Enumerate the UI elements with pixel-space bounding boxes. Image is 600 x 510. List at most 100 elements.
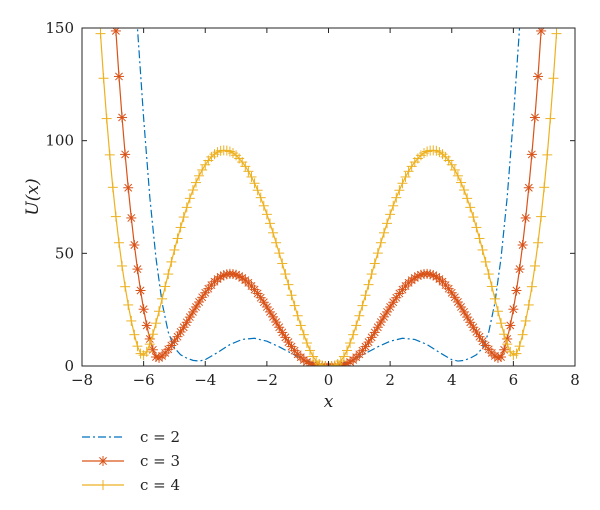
data-point <box>191 177 202 188</box>
data-point <box>268 311 279 322</box>
data-point <box>298 354 309 365</box>
data-point <box>129 329 140 340</box>
data-point <box>529 260 540 271</box>
legend-label: c = 4 <box>140 476 180 494</box>
data-point <box>191 301 202 312</box>
data-point <box>271 237 282 248</box>
data-point <box>508 304 519 315</box>
data-point <box>366 269 377 280</box>
legend-item-2: c = 3 <box>82 452 180 470</box>
data-point <box>104 149 115 160</box>
series-line-3 <box>99 33 558 366</box>
data-point <box>468 322 479 333</box>
x-tick-label: 4 <box>447 371 457 389</box>
legend-label: c = 3 <box>140 452 180 470</box>
data-point <box>98 73 109 84</box>
data-point <box>449 164 460 175</box>
data-point <box>385 209 396 220</box>
x-axis-label: x <box>324 392 334 412</box>
data-point <box>154 306 165 317</box>
data-point <box>526 149 537 160</box>
data-point <box>452 297 463 308</box>
data-point <box>107 182 118 193</box>
data-point <box>520 212 531 223</box>
data-point <box>172 331 183 342</box>
data-point <box>465 202 476 213</box>
data-point <box>181 317 192 328</box>
data-point <box>529 112 540 123</box>
data-point <box>301 338 312 349</box>
data-point <box>533 237 544 248</box>
y-tick-label: 100 <box>45 132 74 150</box>
data-point <box>292 310 303 321</box>
data-point <box>258 200 269 211</box>
legend-item-1: c = 2 <box>82 428 180 446</box>
data-point <box>298 329 309 340</box>
data-point <box>249 178 260 189</box>
data-point <box>194 170 205 181</box>
legend: c = 2 c = 3 c = 4 <box>82 428 180 494</box>
data-point <box>548 73 559 84</box>
data-point <box>123 182 134 193</box>
data-point <box>320 361 331 366</box>
data-point <box>338 351 349 362</box>
y-tick-label: 150 <box>45 19 74 37</box>
data-point <box>474 233 485 244</box>
x-tick-label: −4 <box>194 371 216 389</box>
data-point <box>255 192 266 203</box>
data-point <box>348 329 359 340</box>
data-point <box>268 227 279 238</box>
data-point <box>496 351 507 362</box>
data-point <box>462 193 473 204</box>
data-point <box>539 182 550 193</box>
data-point <box>295 320 306 331</box>
data-point <box>126 315 137 326</box>
data-point <box>394 185 405 196</box>
data-point <box>274 248 285 259</box>
data-point <box>283 279 294 290</box>
data-point <box>375 237 386 248</box>
data-point <box>175 222 186 233</box>
data-point <box>446 159 457 170</box>
data-point <box>243 166 254 177</box>
data-point <box>526 281 537 292</box>
data-point <box>369 258 380 269</box>
data-point <box>252 185 263 196</box>
data-point <box>511 285 522 296</box>
data-point <box>341 345 352 356</box>
data-point <box>363 279 374 290</box>
y-axis-label: U(x) <box>23 178 43 215</box>
series-layer <box>95 28 562 366</box>
data-point <box>523 182 534 193</box>
data-point <box>354 310 365 321</box>
data-point <box>492 306 503 317</box>
data-point <box>184 193 195 204</box>
data-point <box>135 285 146 296</box>
x-tick-label: 2 <box>385 371 395 389</box>
series-markers-3 <box>95 28 562 366</box>
data-point <box>138 304 149 315</box>
legend-item-3: c = 4 <box>82 476 180 494</box>
data-point <box>110 28 121 36</box>
legend-marker <box>98 480 108 490</box>
data-point <box>511 348 522 359</box>
data-point <box>551 28 562 39</box>
data-point <box>277 258 288 269</box>
data-point <box>166 340 177 351</box>
x-tick-label: −6 <box>133 371 155 389</box>
data-point <box>514 341 525 352</box>
data-point <box>502 339 513 350</box>
data-point <box>261 209 272 220</box>
data-point <box>132 341 143 352</box>
data-point <box>357 300 368 311</box>
data-point <box>480 256 491 267</box>
data-point <box>95 28 106 39</box>
data-point <box>455 177 466 188</box>
data-point <box>499 329 510 340</box>
data-point <box>172 233 183 244</box>
series-line-1 <box>136 28 521 366</box>
data-point <box>536 211 547 222</box>
data-point <box>271 317 282 328</box>
x-tick-label: −8 <box>71 371 93 389</box>
data-point <box>280 269 291 280</box>
